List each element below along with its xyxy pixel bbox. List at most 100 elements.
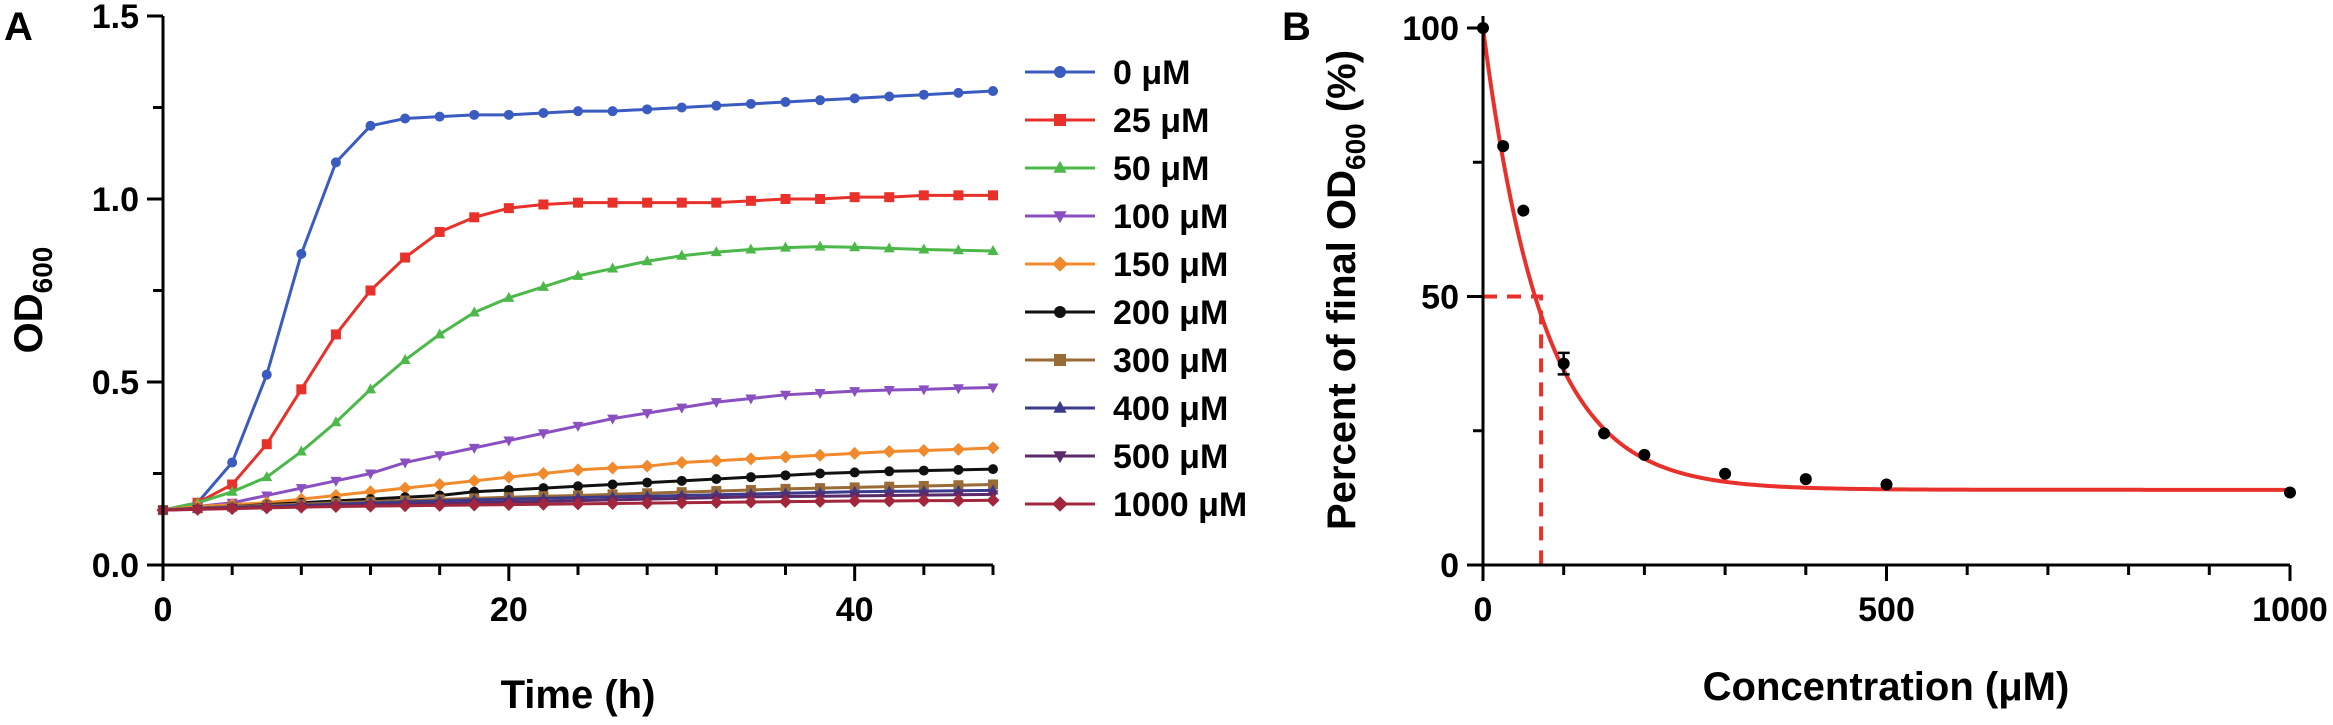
data-point [710, 246, 722, 257]
data-point [191, 502, 205, 516]
data-point [503, 109, 514, 120]
data-point [538, 107, 549, 118]
data-point [814, 388, 826, 399]
data-point [1638, 448, 1651, 461]
data-point [296, 384, 307, 395]
legend-item: 1000 μM [1025, 486, 1247, 524]
data-point [261, 471, 273, 482]
series-0 [158, 86, 998, 516]
y-tick-label: 50 [1421, 279, 1459, 317]
data-point [780, 470, 791, 481]
legend-label: 50 μM [1113, 150, 1209, 188]
data-point [536, 467, 550, 480]
data-point [780, 97, 791, 108]
panel-a-y-title-main: OD [7, 293, 51, 353]
data-point [573, 106, 583, 117]
data-point [434, 111, 445, 122]
series-9 [156, 493, 1000, 517]
data-point [641, 255, 653, 266]
data-point [398, 481, 412, 495]
data-point [330, 157, 341, 168]
legend-marker [1053, 400, 1067, 413]
panel-b-ticks: 0 500 1000 0 50 100 [1402, 10, 2328, 629]
data-point [227, 479, 238, 490]
data-point [951, 442, 965, 456]
legend-item: 200 μM [1025, 294, 1228, 332]
data-point [502, 470, 516, 484]
data-point [675, 496, 689, 510]
data-point [745, 472, 756, 483]
data-point [537, 429, 549, 440]
panel-a-legend: 0 μM 25 μM 50 μM 100 μM 150 μM 200 μM 300 μM 40… [1025, 54, 1247, 524]
legend-marker [1054, 66, 1066, 78]
legend-label: 500 μM [1113, 438, 1228, 476]
panel-a-series [156, 86, 1000, 517]
legend-item: 150 μM [1025, 246, 1228, 284]
panel-b-x-title: Concentration (μM) [1703, 665, 2070, 709]
data-point [365, 285, 376, 296]
data-point [571, 497, 585, 511]
x-tick-label: 40 [836, 591, 874, 629]
panel-a-y-title-sub: 600 [27, 247, 58, 294]
legend-item: 400 μM [1025, 390, 1228, 428]
legend-label: 100 μM [1113, 198, 1228, 236]
data-point [641, 409, 653, 420]
panel-a-label: A [4, 5, 33, 49]
y-tick-label: 0.0 [92, 547, 139, 585]
data-point [434, 451, 446, 462]
data-point [745, 243, 757, 254]
data-point [469, 212, 480, 223]
data-point [295, 445, 307, 456]
data-point [468, 443, 480, 454]
panel-b-y-title: Percent of final OD600 (%) [1320, 50, 1371, 530]
fit-curve [1481, 27, 2291, 492]
panel-a-x-title: Time (h) [501, 673, 656, 717]
data-point [260, 501, 274, 515]
data-point [365, 120, 376, 131]
data-point [538, 483, 549, 494]
data-point [503, 203, 514, 214]
data-point [365, 469, 376, 480]
data-point [399, 354, 411, 365]
panel-b-label: B [1282, 5, 1311, 49]
data-point [884, 91, 895, 102]
y-tick-label: 100 [1402, 10, 1459, 48]
data-point [917, 494, 931, 508]
data-point [261, 369, 272, 380]
y-tick-label: 0.5 [92, 364, 139, 402]
data-point [572, 269, 584, 280]
panel-a-y-title: OD600 [7, 247, 58, 354]
data-point [2284, 486, 2296, 499]
data-point [882, 445, 896, 459]
legend-marker [1054, 354, 1066, 366]
series-line [162, 89, 994, 512]
data-point [814, 240, 826, 251]
legend-label: 300 μM [1113, 342, 1228, 380]
data-point [1497, 140, 1510, 153]
data-point [711, 197, 722, 208]
data-point [710, 398, 722, 409]
data-point [607, 414, 619, 425]
data-point [918, 243, 930, 254]
legend-marker [1052, 256, 1068, 272]
panel-b-y-title-sub: 600 [1340, 123, 1371, 170]
data-point [294, 500, 308, 514]
data-point [536, 497, 550, 511]
panel-b-marks [1477, 22, 2296, 565]
legend-marker [1053, 160, 1067, 173]
data-point [676, 249, 688, 260]
legend-item: 0 μM [1025, 54, 1190, 92]
data-point [433, 498, 447, 512]
x-tick-label: 0 [154, 591, 173, 629]
data-point [607, 197, 618, 208]
data-point [951, 494, 965, 508]
legend-item: 300 μM [1025, 342, 1228, 380]
legend-label: 400 μM [1113, 390, 1228, 428]
data-point [780, 241, 791, 252]
data-point [434, 328, 446, 339]
data-point [779, 450, 792, 464]
legend-item: 500 μM [1025, 438, 1228, 476]
x-tick-label: 1000 [2252, 591, 2328, 629]
data-point [467, 474, 481, 488]
data-point [296, 248, 307, 259]
